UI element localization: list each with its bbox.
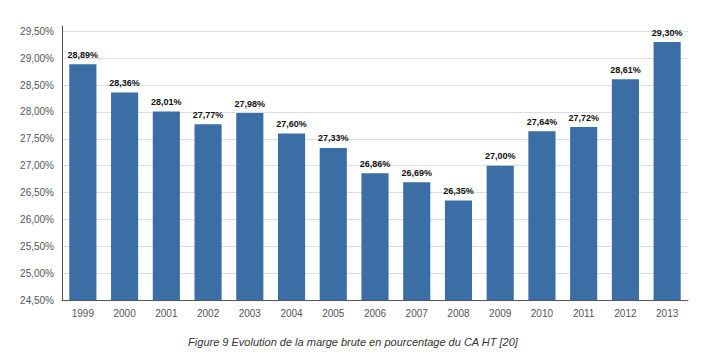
svg-text:25,00%: 25,00%: [20, 268, 54, 279]
svg-text:27,98%: 27,98%: [235, 99, 266, 109]
svg-text:27,60%: 27,60%: [276, 119, 307, 129]
svg-text:26,35%: 26,35%: [443, 186, 474, 196]
svg-text:28,00%: 28,00%: [20, 106, 54, 117]
svg-text:2000: 2000: [113, 308, 136, 319]
svg-text:2013: 2013: [656, 308, 679, 319]
svg-text:2007: 2007: [406, 308, 429, 319]
svg-text:1999: 1999: [72, 308, 95, 319]
svg-text:25,50%: 25,50%: [20, 241, 54, 252]
svg-text:28,50%: 28,50%: [20, 80, 54, 91]
svg-text:26,86%: 26,86%: [360, 159, 391, 169]
svg-text:26,00%: 26,00%: [20, 214, 54, 225]
svg-text:28,01%: 28,01%: [151, 97, 182, 107]
svg-text:2001: 2001: [155, 308, 178, 319]
svg-text:2011: 2011: [573, 308, 595, 319]
svg-text:28,36%: 28,36%: [109, 78, 140, 88]
svg-text:2004: 2004: [280, 308, 303, 319]
svg-text:29,30%: 29,30%: [652, 28, 683, 38]
svg-text:24,50%: 24,50%: [20, 295, 54, 306]
svg-text:27,77%: 27,77%: [193, 110, 224, 120]
svg-text:27,33%: 27,33%: [318, 133, 349, 143]
svg-text:2012: 2012: [614, 308, 637, 319]
svg-text:27,64%: 27,64%: [527, 117, 558, 127]
svg-text:2009: 2009: [489, 308, 512, 319]
svg-text:27,50%: 27,50%: [20, 133, 54, 144]
svg-text:Figure 9 Evolution de la marge: Figure 9 Evolution de la marge brute en …: [188, 336, 519, 348]
svg-text:29,00%: 29,00%: [20, 53, 54, 64]
svg-text:26,69%: 26,69%: [401, 168, 432, 178]
svg-text:26,50%: 26,50%: [20, 187, 54, 198]
svg-text:2006: 2006: [364, 308, 387, 319]
svg-text:28,89%: 28,89%: [68, 50, 99, 60]
svg-text:27,00%: 27,00%: [20, 160, 54, 171]
svg-text:27,00%: 27,00%: [485, 151, 516, 161]
svg-text:2003: 2003: [239, 308, 262, 319]
svg-text:2008: 2008: [447, 308, 470, 319]
svg-text:29,50%: 29,50%: [20, 26, 54, 37]
svg-text:2002: 2002: [197, 308, 220, 319]
svg-text:2005: 2005: [322, 308, 345, 319]
svg-text:28,61%: 28,61%: [610, 65, 641, 75]
svg-text:27,72%: 27,72%: [568, 113, 599, 123]
svg-text:2010: 2010: [531, 308, 554, 319]
